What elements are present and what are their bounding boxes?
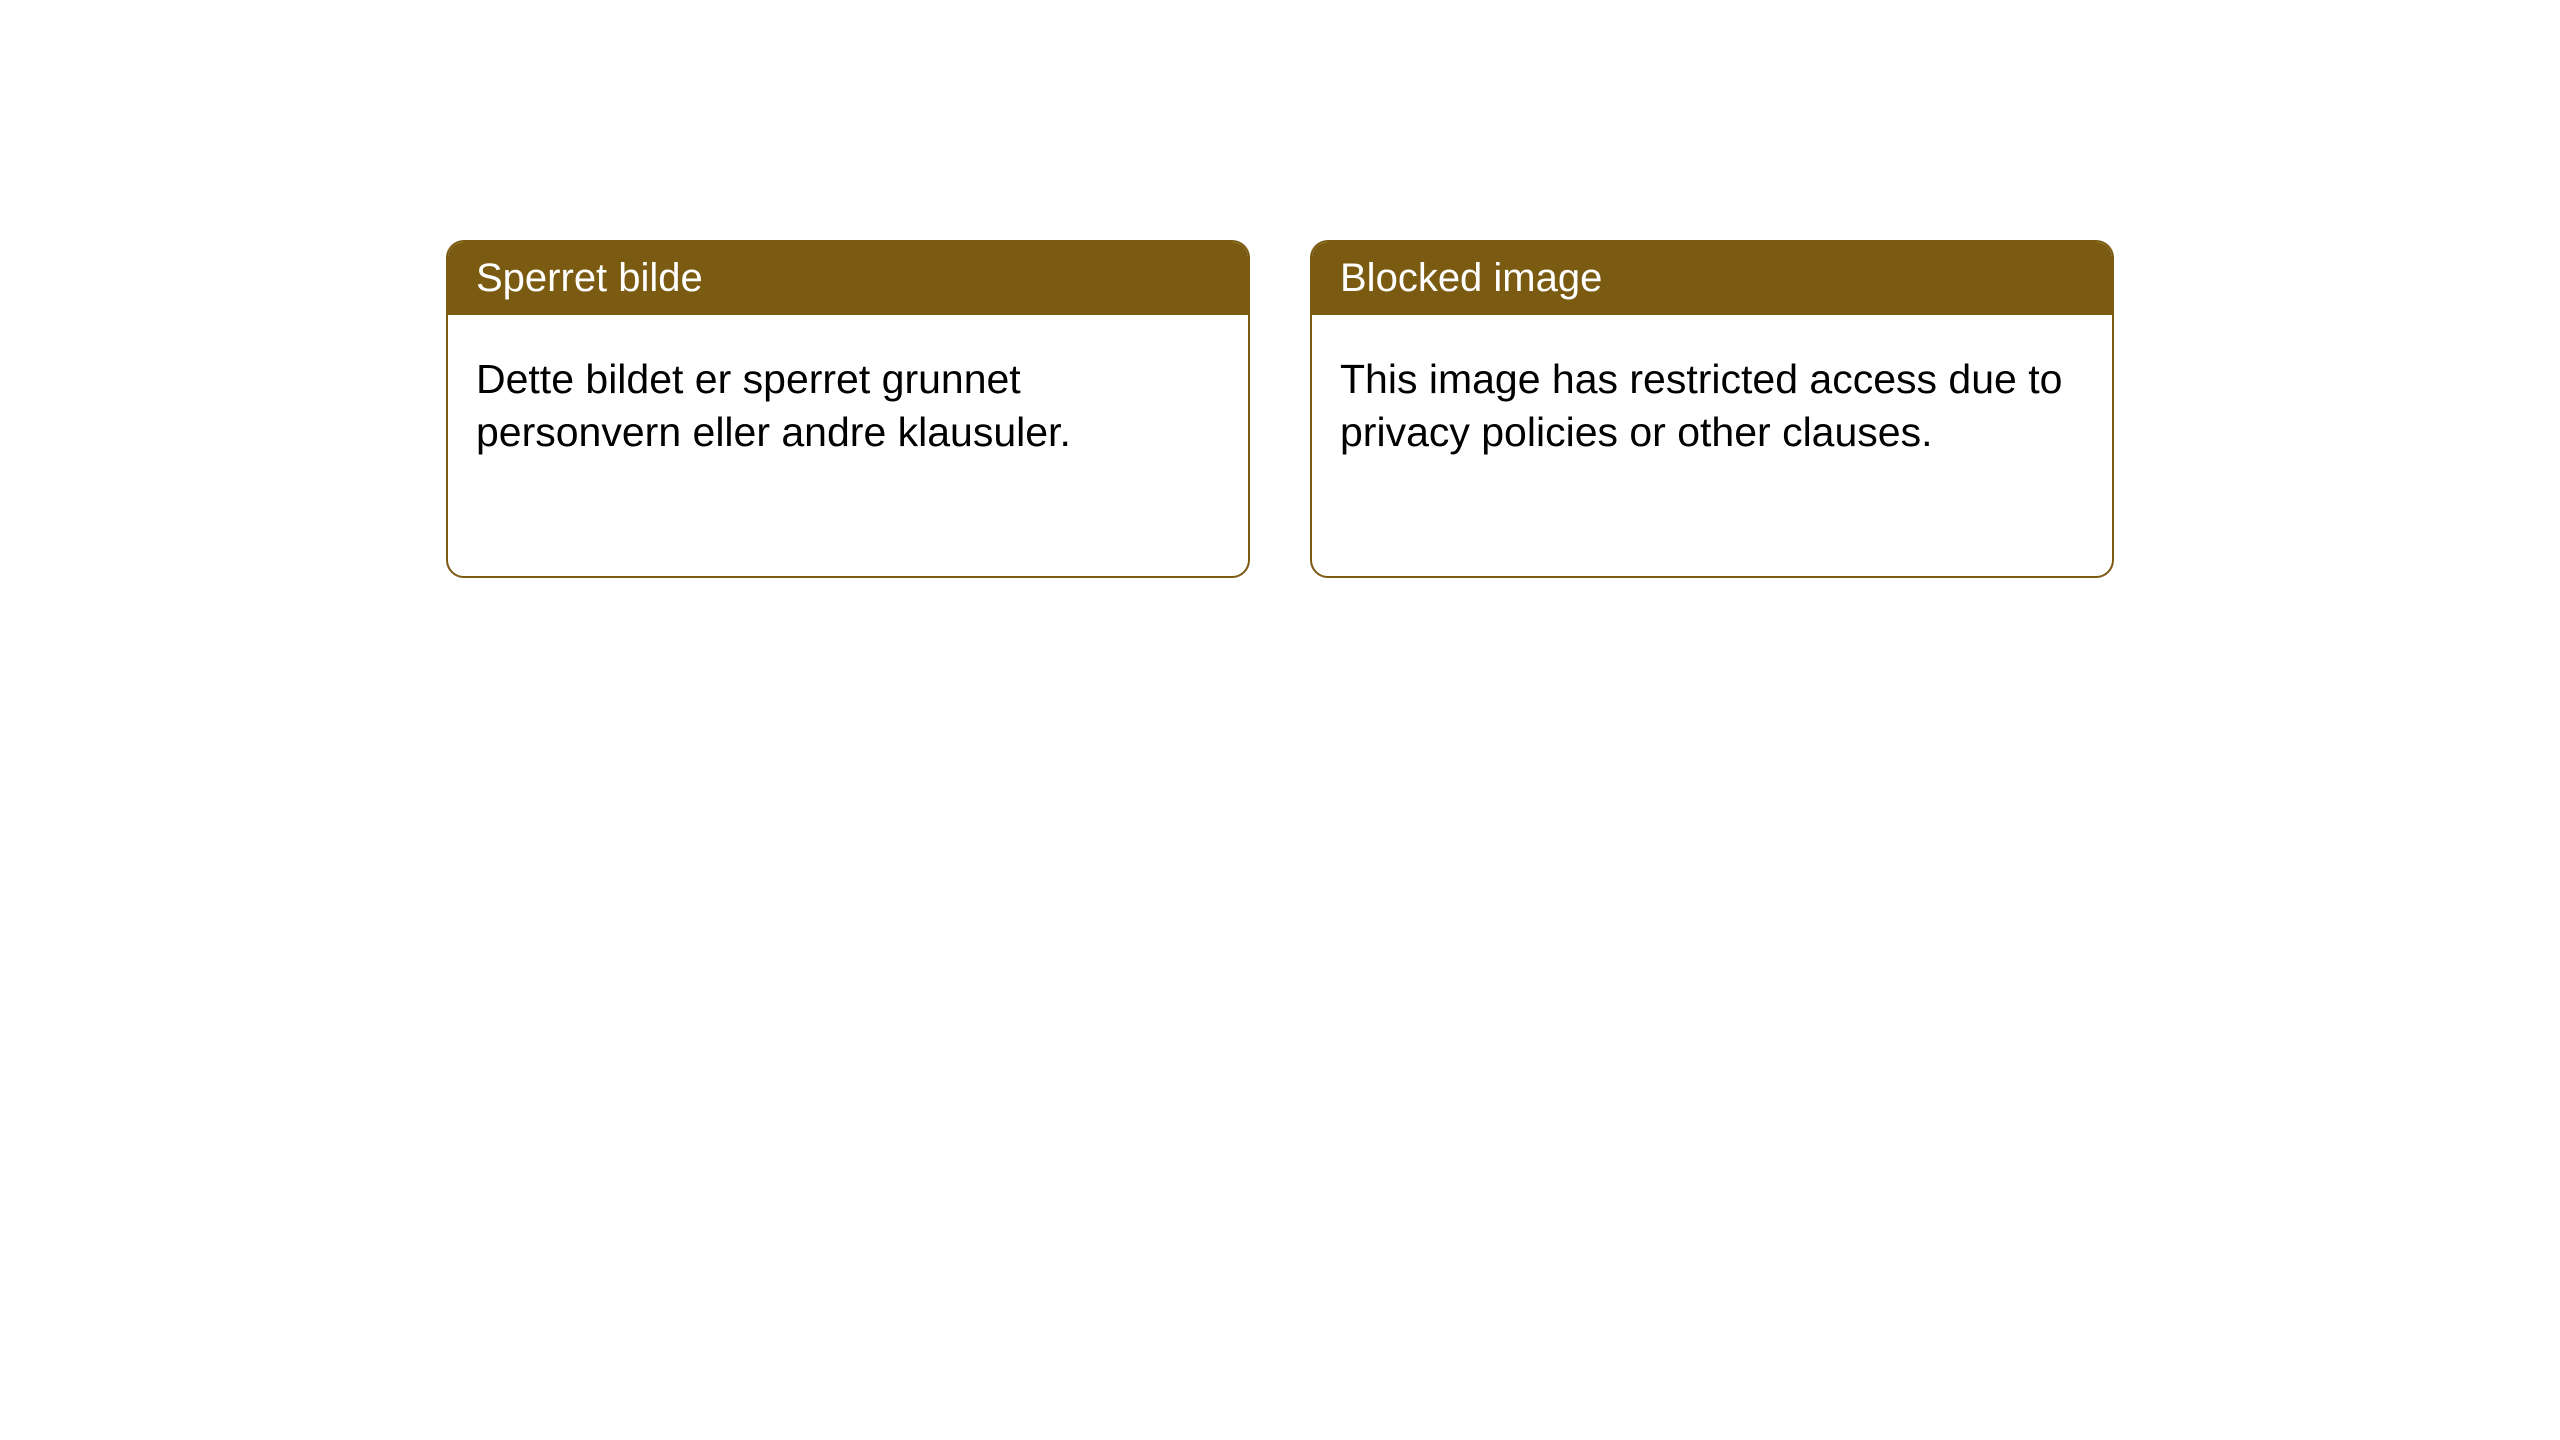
card-body-english: This image has restricted access due to … xyxy=(1312,315,2112,498)
card-title-english: Blocked image xyxy=(1340,256,1602,300)
blocked-image-card-norwegian: Sperret bilde Dette bildet er sperret gr… xyxy=(446,240,1250,578)
cards-container: Sperret bilde Dette bildet er sperret gr… xyxy=(446,240,2114,578)
card-text-english: This image has restricted access due to … xyxy=(1340,356,2062,455)
card-header-norwegian: Sperret bilde xyxy=(448,242,1248,315)
blocked-image-card-english: Blocked image This image has restricted … xyxy=(1310,240,2114,578)
card-header-english: Blocked image xyxy=(1312,242,2112,315)
card-body-norwegian: Dette bildet er sperret grunnet personve… xyxy=(448,315,1248,498)
card-text-norwegian: Dette bildet er sperret grunnet personve… xyxy=(476,356,1071,455)
card-title-norwegian: Sperret bilde xyxy=(476,256,703,300)
